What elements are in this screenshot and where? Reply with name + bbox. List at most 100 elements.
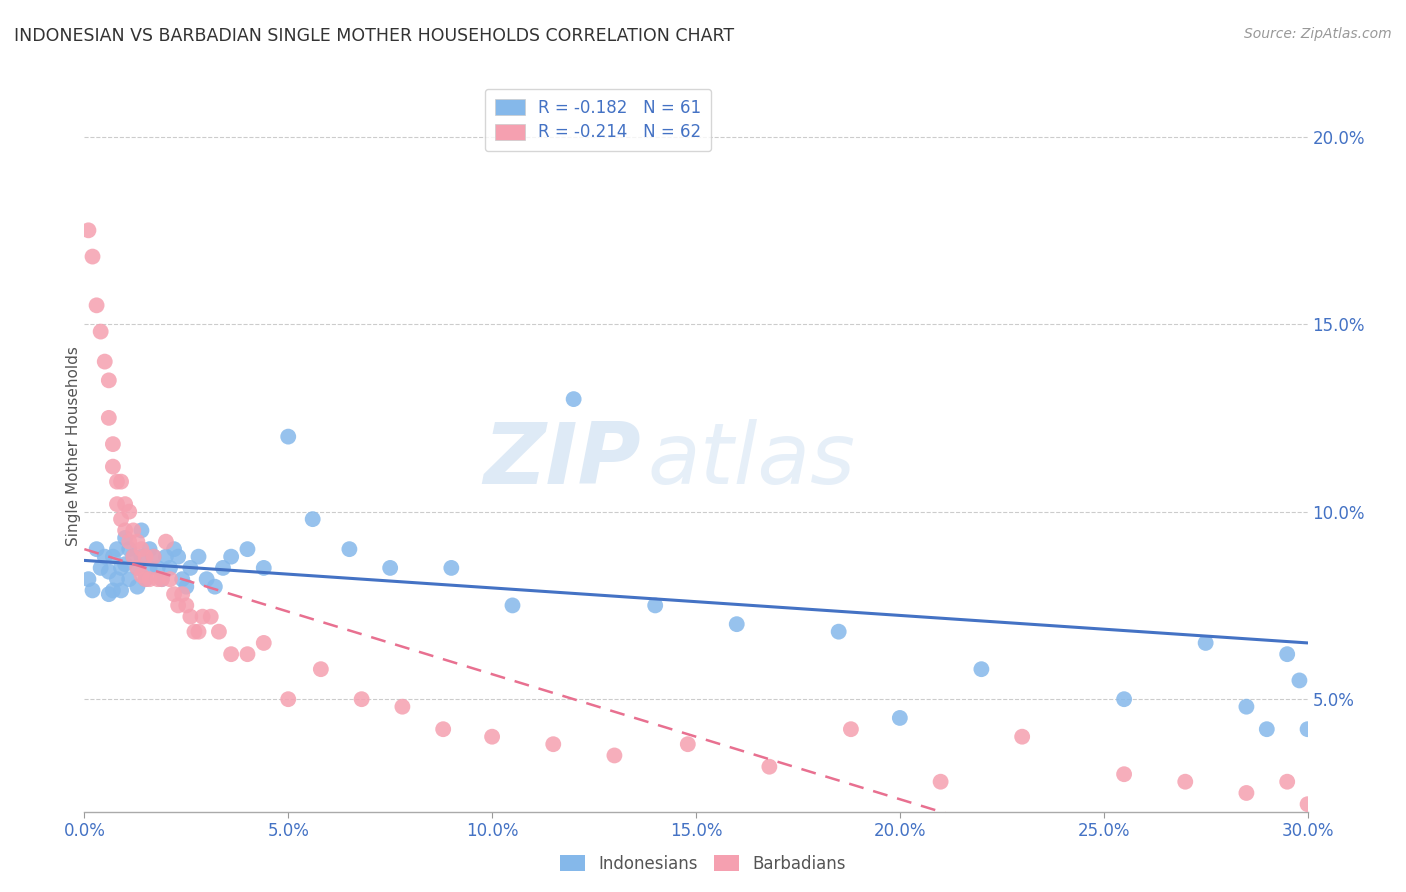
Point — [167, 549, 190, 564]
Point — [105, 497, 128, 511]
Point — [101, 583, 124, 598]
Point — [191, 609, 214, 624]
Text: INDONESIAN VS BARBADIAN SINGLE MOTHER HOUSEHOLDS CORRELATION CHART: INDONESIAN VS BARBADIAN SINGLE MOTHER HO… — [14, 27, 734, 45]
Point — [309, 662, 332, 676]
Point — [562, 392, 585, 406]
Legend: R = -0.182   N = 61, R = -0.214   N = 62: R = -0.182 N = 61, R = -0.214 N = 62 — [485, 88, 711, 152]
Point — [82, 583, 104, 598]
Point — [150, 572, 173, 586]
Point — [174, 580, 197, 594]
Point — [118, 572, 141, 586]
Text: atlas: atlas — [647, 419, 855, 502]
Point — [135, 549, 157, 564]
Point — [212, 561, 235, 575]
Point — [101, 459, 124, 474]
Point — [114, 557, 136, 571]
Point — [105, 475, 128, 489]
Text: Source: ZipAtlas.com: Source: ZipAtlas.com — [1244, 27, 1392, 41]
Legend: Indonesians, Barbadians: Indonesians, Barbadians — [553, 848, 853, 880]
Point — [676, 737, 699, 751]
Point — [97, 587, 120, 601]
Point — [101, 549, 124, 564]
Point — [502, 599, 524, 613]
Point — [127, 561, 149, 575]
Point — [150, 572, 173, 586]
Point — [172, 572, 194, 586]
Point — [155, 549, 177, 564]
Point — [97, 565, 120, 579]
Point — [163, 587, 186, 601]
Point — [90, 325, 112, 339]
Point — [142, 549, 165, 564]
Point — [301, 512, 323, 526]
Point — [82, 250, 104, 264]
Point — [1236, 786, 1258, 800]
Point — [146, 572, 169, 586]
Point — [131, 568, 153, 582]
Point — [1195, 636, 1218, 650]
Point — [131, 549, 153, 564]
Point — [131, 542, 153, 557]
Point — [114, 497, 136, 511]
Point — [970, 662, 993, 676]
Y-axis label: Single Mother Households: Single Mother Households — [66, 346, 80, 546]
Point — [172, 587, 194, 601]
Point — [1277, 774, 1299, 789]
Point — [93, 354, 115, 368]
Point — [1256, 722, 1278, 736]
Point — [122, 524, 145, 538]
Point — [1277, 647, 1299, 661]
Point — [167, 599, 190, 613]
Point — [253, 636, 276, 650]
Point — [127, 534, 149, 549]
Point — [187, 549, 209, 564]
Point — [127, 561, 149, 575]
Point — [253, 561, 276, 575]
Point — [208, 624, 231, 639]
Point — [339, 542, 361, 557]
Point — [138, 561, 160, 575]
Point — [195, 572, 218, 586]
Point — [110, 583, 132, 598]
Point — [350, 692, 373, 706]
Point — [86, 298, 108, 312]
Point — [929, 774, 952, 789]
Point — [105, 542, 128, 557]
Point — [135, 572, 157, 586]
Point — [122, 549, 145, 564]
Point — [142, 549, 165, 564]
Point — [155, 534, 177, 549]
Point — [122, 549, 145, 564]
Point — [138, 542, 160, 557]
Point — [277, 429, 299, 443]
Point — [135, 572, 157, 586]
Text: ZIP: ZIP — [484, 419, 641, 502]
Point — [1114, 692, 1136, 706]
Point — [93, 549, 115, 564]
Point — [236, 542, 259, 557]
Point — [163, 542, 186, 557]
Point — [380, 561, 402, 575]
Point — [828, 624, 851, 639]
Point — [97, 373, 120, 387]
Point — [179, 609, 201, 624]
Point — [432, 722, 454, 736]
Point — [839, 722, 862, 736]
Point — [110, 475, 132, 489]
Point — [1114, 767, 1136, 781]
Point — [174, 599, 197, 613]
Point — [1011, 730, 1033, 744]
Point — [101, 437, 124, 451]
Point — [187, 624, 209, 639]
Point — [114, 531, 136, 545]
Point — [200, 609, 222, 624]
Point — [1236, 699, 1258, 714]
Point — [159, 561, 181, 575]
Point — [138, 572, 160, 586]
Point — [1296, 722, 1319, 736]
Point — [90, 561, 112, 575]
Point — [204, 580, 226, 594]
Point — [391, 699, 413, 714]
Point — [179, 561, 201, 575]
Point — [440, 561, 463, 575]
